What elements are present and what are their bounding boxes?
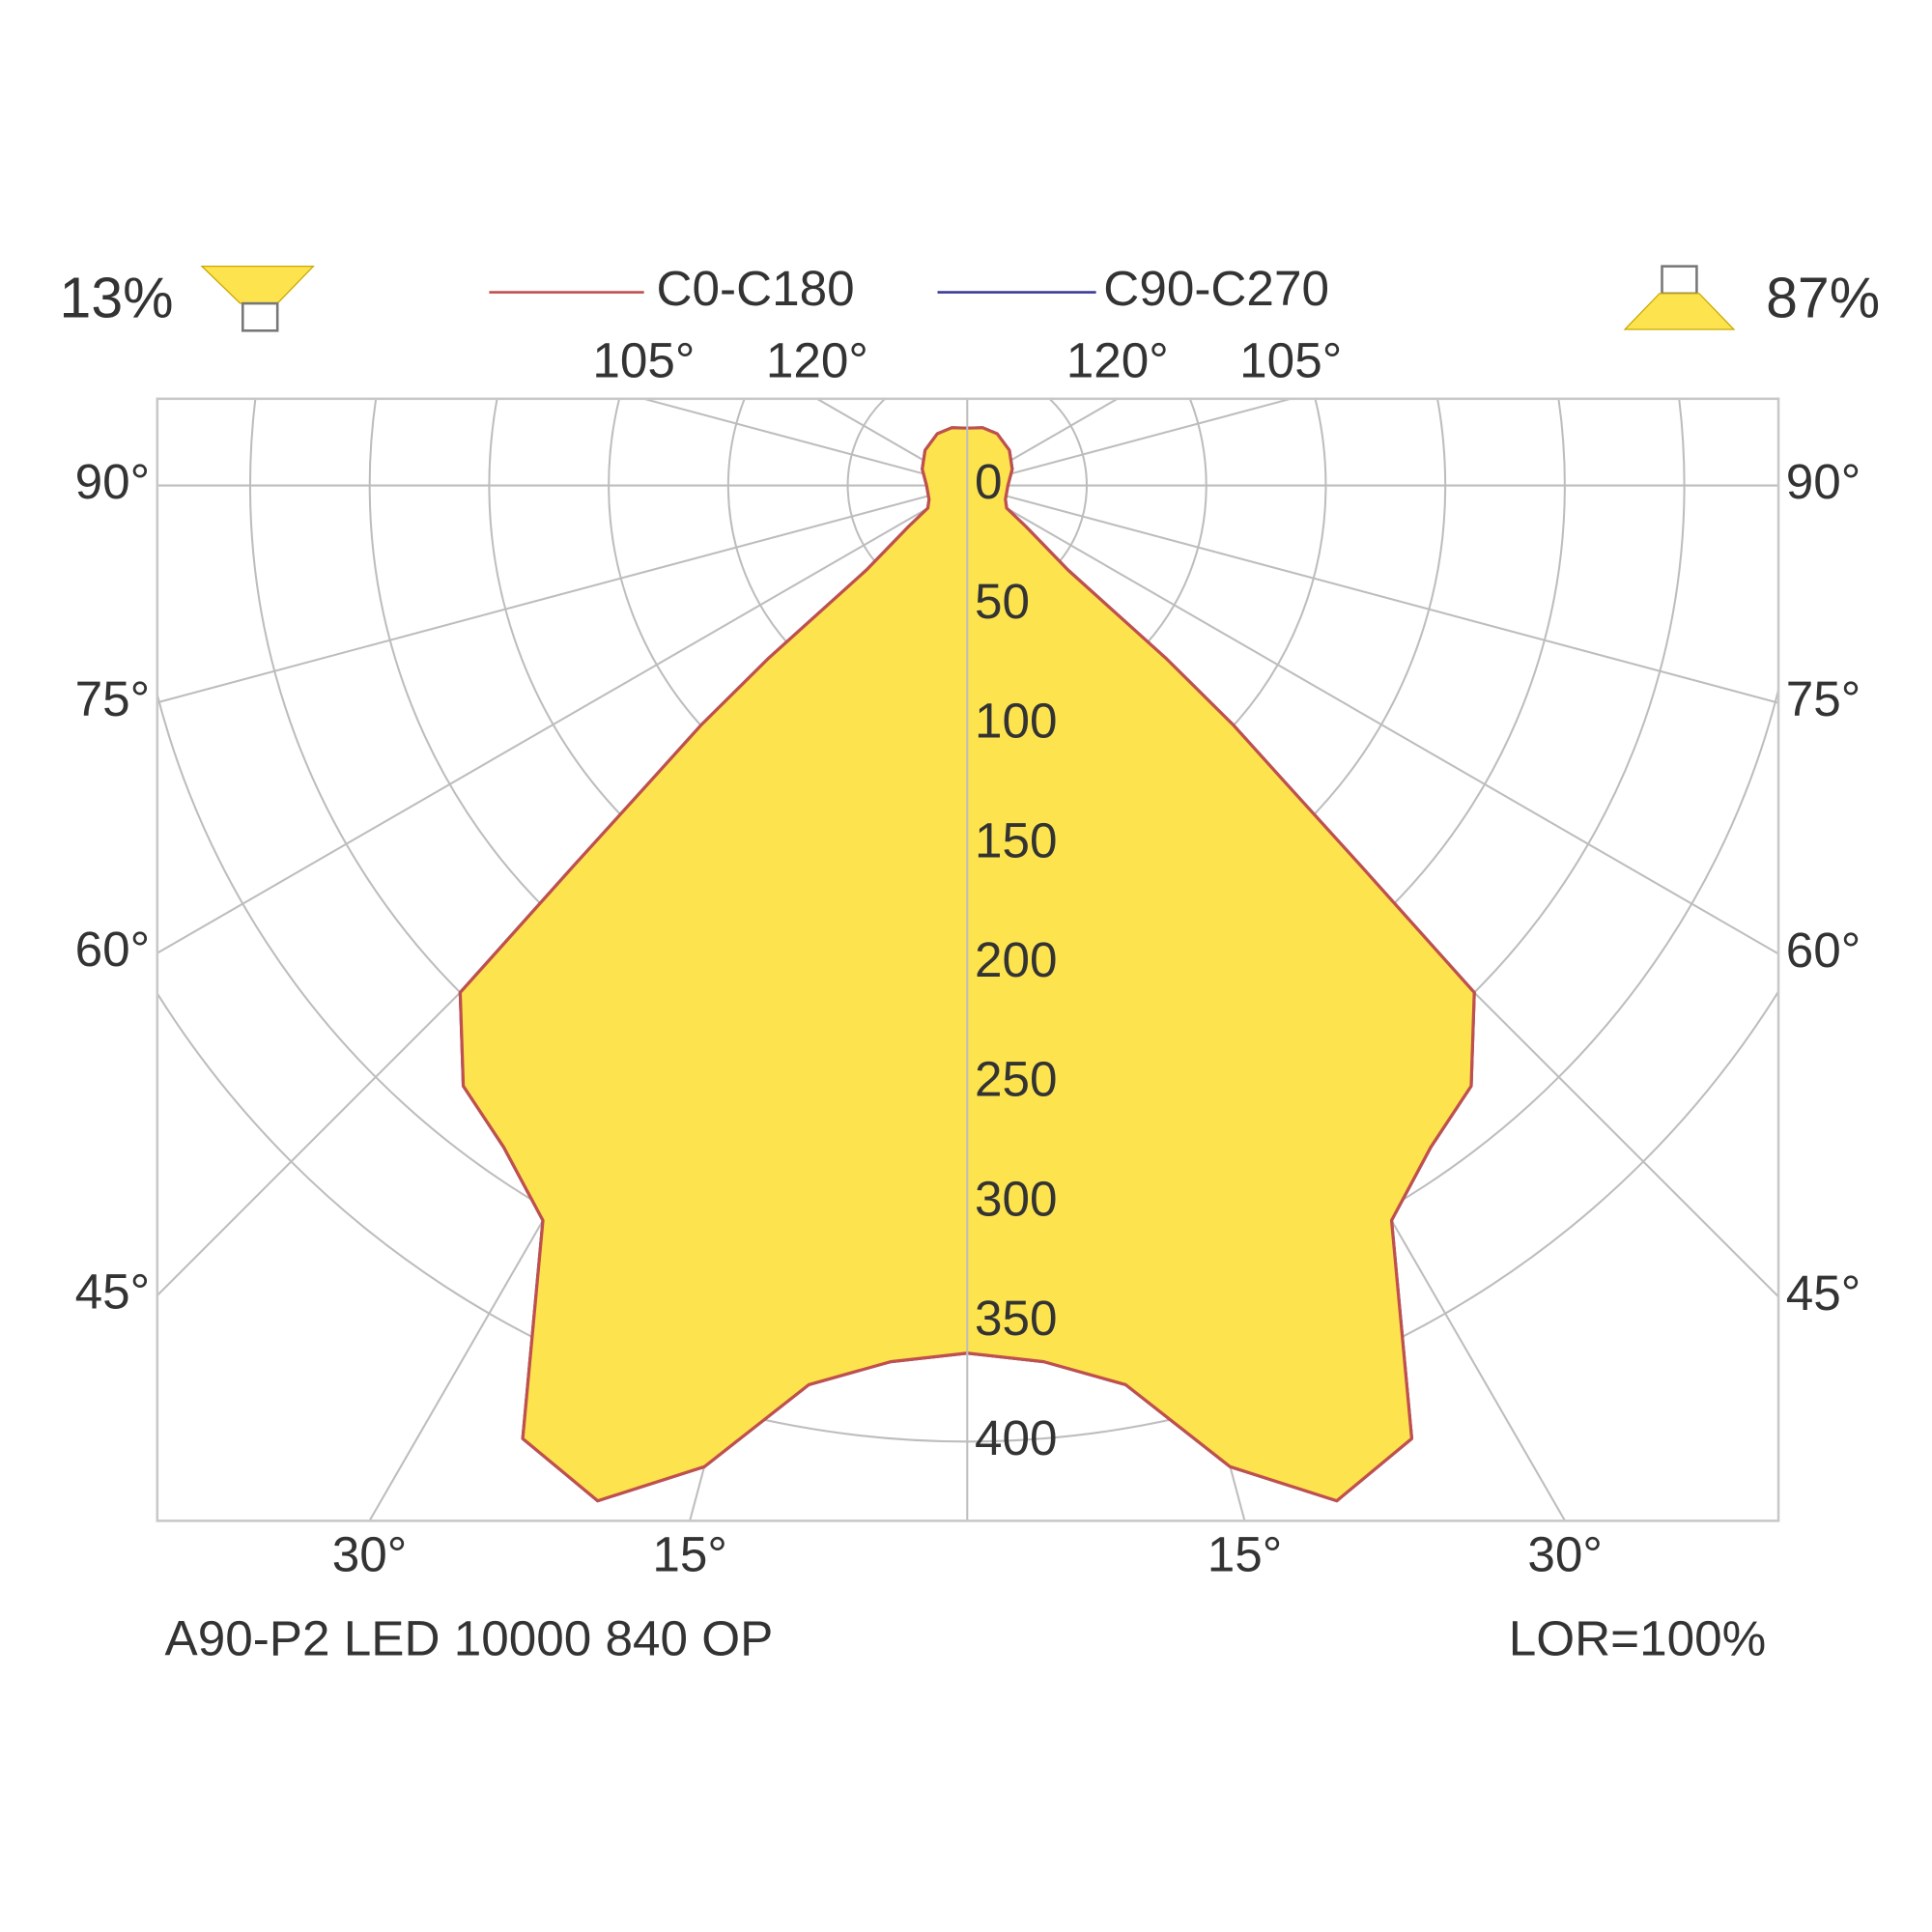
plot-frame: [156, 397, 1780, 1522]
legend-label: C0-C180: [656, 261, 854, 316]
angle-tick-label: 60°: [75, 922, 151, 977]
angle-tick-label: 120°: [766, 332, 868, 387]
angle-tick-label: 15°: [652, 1526, 727, 1581]
grid-ray: [156, 484, 968, 704]
grid-ray: [156, 484, 968, 954]
grid-ray: [967, 484, 1779, 704]
luminaire-name: A90-P2 LED 10000 840 OP: [165, 1611, 774, 1666]
r-tick-label: 50: [975, 574, 1030, 629]
angle-tick-label: 75°: [1786, 671, 1861, 726]
r-tick-label: 0: [975, 454, 1003, 509]
angle-tick-label: 60°: [1786, 923, 1861, 978]
intensity-curve: [967, 426, 1476, 1503]
lor: LOR=100%: [1509, 1611, 1766, 1666]
grid-ray: [643, 398, 968, 487]
legend: C90-C270 C0-C180: [489, 261, 1329, 316]
angle-tick-label: 105°: [1239, 332, 1342, 387]
angle-tick-label: 75°: [75, 671, 151, 726]
r-tick-label: 100: [975, 694, 1058, 749]
intensity-curve: [458, 426, 968, 1503]
angle-tick-label: 90°: [1786, 454, 1861, 509]
down-icon-box: [1661, 265, 1698, 296]
legend-label: C90-C270: [1103, 261, 1329, 316]
downward-ratio: 87%: [1766, 267, 1880, 329]
curves: [458, 426, 1476, 1503]
r-tick-label: 400: [975, 1410, 1058, 1465]
r-tick-label: 150: [975, 812, 1058, 867]
upward-ratio: 13%: [60, 267, 174, 329]
r-tick-label: 250: [975, 1052, 1058, 1107]
r-tick-label: 350: [975, 1291, 1058, 1346]
angle-tick-label: 45°: [1786, 1265, 1861, 1321]
angle-tick-label: 120°: [1066, 332, 1169, 387]
angle-tick-label: 90°: [75, 454, 151, 509]
grid-ray: [967, 398, 1292, 487]
angle-tick-label: 45°: [75, 1264, 151, 1320]
angle-tick-label: 105°: [592, 332, 695, 387]
r-tick-label: 300: [975, 1171, 1058, 1226]
up-icon-box: [242, 301, 279, 332]
grid-ray: [966, 484, 1779, 955]
r-tick-label: 200: [975, 932, 1058, 987]
down-icon: [1623, 293, 1736, 330]
labels: 0 50 100 150 200 250 300 350 400 120° 105° 90° 75° 60…: [75, 332, 1861, 1581]
angle-tick-label: 30°: [1527, 1526, 1603, 1581]
angle-tick-label: 30°: [332, 1526, 408, 1581]
angle-tick-label: 15°: [1208, 1526, 1283, 1581]
